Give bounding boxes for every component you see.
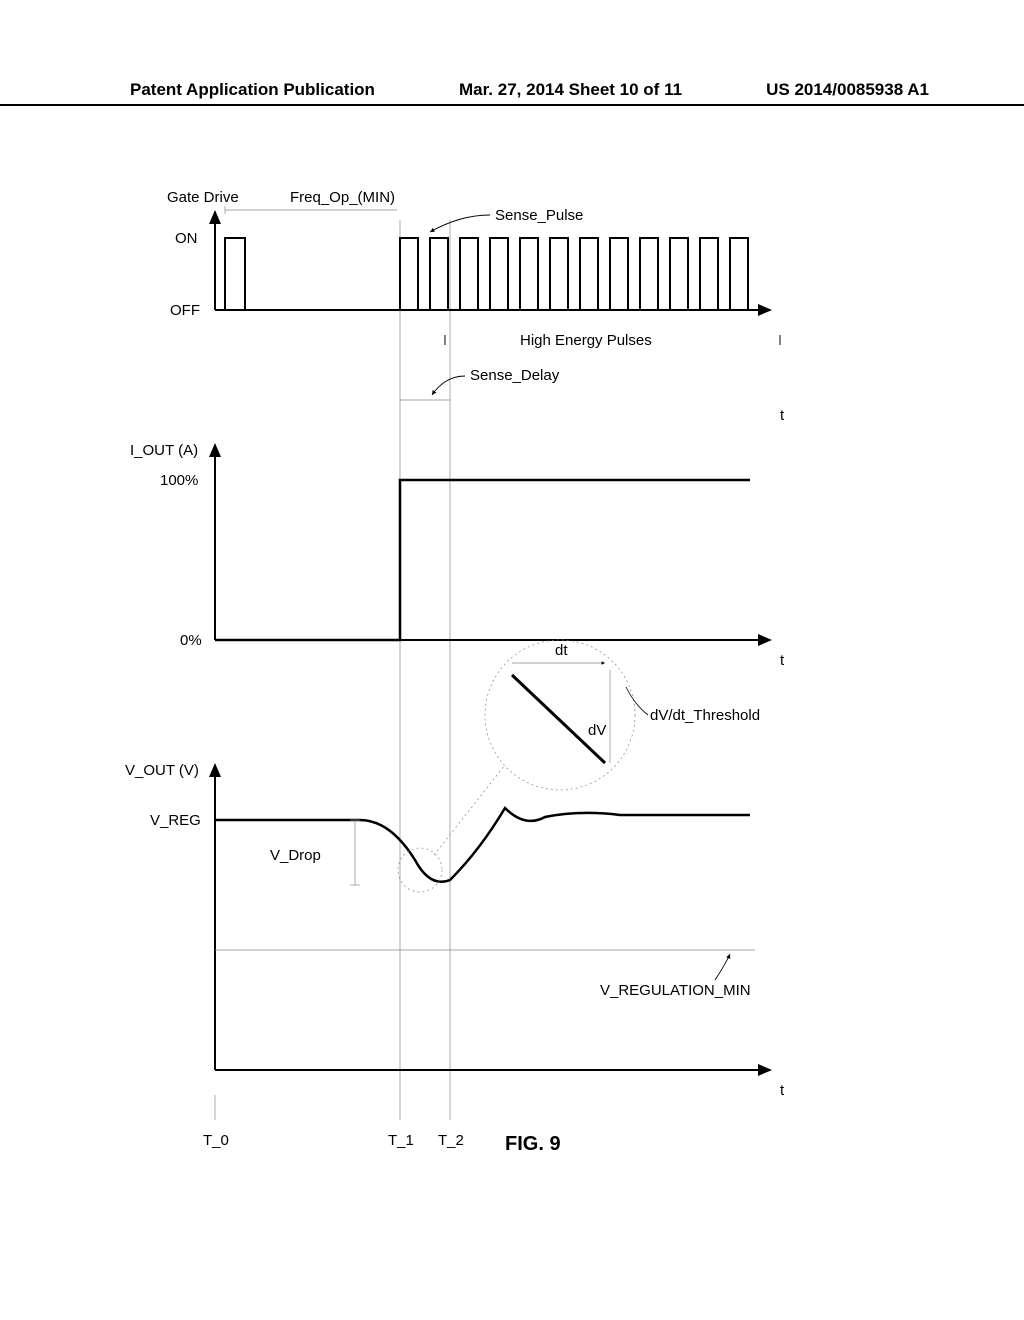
svg-text:100%: 100% xyxy=(160,472,198,489)
svg-text:t: t xyxy=(780,407,785,424)
svg-text:Freq_Op_(MIN): Freq_Op_(MIN) xyxy=(290,189,395,206)
svg-text:V_OUT (V): V_OUT (V) xyxy=(125,762,199,779)
svg-text:OFF: OFF xyxy=(170,302,200,319)
page: Patent Application Publication Mar. 27, … xyxy=(0,0,1024,1320)
svg-text:ON: ON xyxy=(175,230,198,247)
svg-text:Sense_Pulse: Sense_Pulse xyxy=(495,207,583,224)
svg-text:V_Drop: V_Drop xyxy=(270,847,321,864)
svg-text:t: t xyxy=(780,1082,785,1099)
svg-text:High Energy Pulses: High Energy Pulses xyxy=(520,332,652,349)
svg-text:dV: dV xyxy=(588,722,606,739)
svg-text:dt: dt xyxy=(555,642,568,659)
svg-text:T_0: T_0 xyxy=(203,1132,229,1149)
figure-svg: Gate Drive Freq_Op_(MIN) Sense_Pulse ON OFF H… xyxy=(0,160,1024,1280)
header-right: US 2014/0085938 A1 xyxy=(766,80,929,100)
svg-text:Sense_Delay: Sense_Delay xyxy=(470,367,560,384)
svg-text:dV/dt_Threshold: dV/dt_Threshold xyxy=(650,707,760,724)
header-left: Patent Application Publication xyxy=(130,80,375,100)
svg-text:Gate Drive: Gate Drive xyxy=(167,189,239,206)
svg-text:T_2: T_2 xyxy=(438,1132,464,1149)
header: Patent Application Publication Mar. 27, … xyxy=(0,80,1024,106)
svg-text:t: t xyxy=(780,652,785,669)
svg-text:V_REGULATION_MIN: V_REGULATION_MIN xyxy=(600,982,751,999)
svg-text:T_1: T_1 xyxy=(388,1132,414,1149)
svg-text:V_REG: V_REG xyxy=(150,812,201,829)
svg-text:0%: 0% xyxy=(180,632,202,649)
svg-text:I_OUT (A): I_OUT (A) xyxy=(130,442,198,459)
header-center: Mar. 27, 2014 Sheet 10 of 11 xyxy=(459,80,682,100)
svg-text:FIG. 9: FIG. 9 xyxy=(505,1133,561,1155)
